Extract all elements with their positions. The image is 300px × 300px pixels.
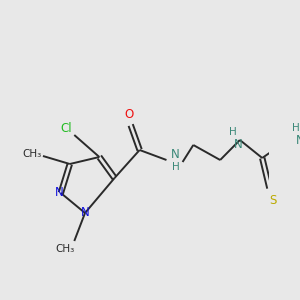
Text: H: H xyxy=(292,123,300,133)
Text: N: N xyxy=(55,187,63,200)
Text: Cl: Cl xyxy=(60,122,72,136)
Text: H: H xyxy=(172,162,179,172)
Text: CH₃: CH₃ xyxy=(22,149,42,159)
Text: CH₃: CH₃ xyxy=(56,244,75,254)
Text: N: N xyxy=(296,134,300,146)
Text: O: O xyxy=(124,109,134,122)
Text: H: H xyxy=(229,127,237,137)
Text: N: N xyxy=(171,148,180,161)
Text: N: N xyxy=(234,137,242,151)
Text: N: N xyxy=(81,206,89,220)
Text: S: S xyxy=(269,194,277,206)
